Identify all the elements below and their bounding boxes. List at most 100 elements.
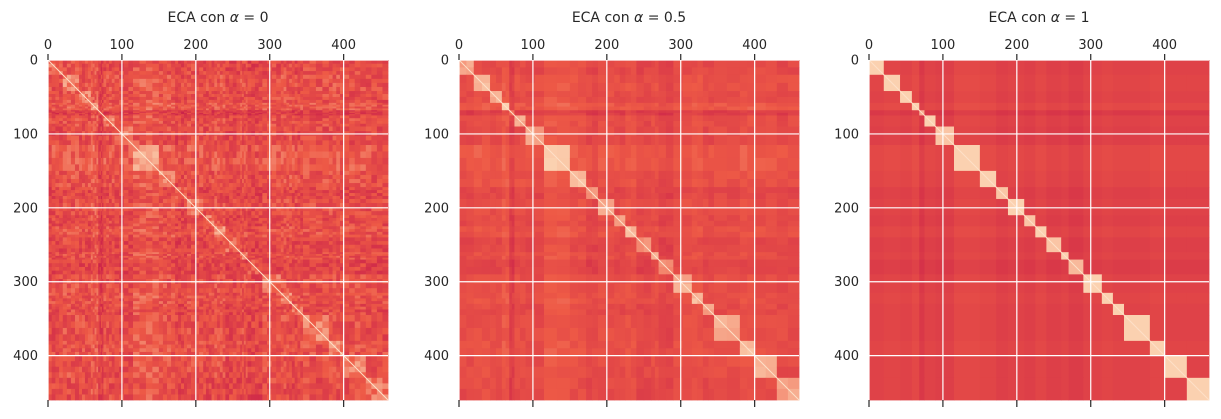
heatmap-cell [354, 86, 361, 92]
heatmap-cell [111, 115, 115, 119]
heatmap-cell [123, 196, 129, 200]
heatmap-cell [114, 145, 120, 152]
heatmap-cell [309, 145, 317, 152]
heatmap-cell [294, 145, 298, 152]
heatmap-cell [214, 115, 218, 119]
heatmap-cell [339, 220, 345, 224]
heatmap-cell [229, 198, 234, 204]
heatmap-cell [336, 229, 341, 233]
heatmap-cell [225, 198, 230, 204]
heatmap-cell [354, 123, 361, 127]
heatmap-cell [251, 220, 256, 224]
heatmap-cell [100, 74, 103, 80]
heatmap-cell [94, 91, 97, 95]
heatmap-cell [322, 112, 330, 115]
heatmap-cell [214, 82, 218, 88]
heatmap-cell [300, 140, 304, 146]
heatmap-cell [158, 157, 164, 165]
heatmap-cell [70, 145, 76, 152]
heatmap-cell [214, 91, 218, 95]
heatmap-cell [199, 145, 204, 152]
heatmap-cell [328, 102, 333, 106]
heatmap-cell [186, 187, 192, 191]
heatmap-cell [98, 114, 100, 116]
heatmap-cell [128, 244, 134, 249]
heatmap-cell [286, 112, 290, 115]
heatmap-cell [145, 234, 153, 238]
heatmap-cell [62, 193, 68, 197]
heatmap-cell [96, 187, 99, 191]
heatmap-cell [322, 234, 330, 238]
heatmap-cell [309, 231, 317, 236]
heatmap-cell [98, 203, 100, 208]
heatmap-cell [158, 229, 164, 233]
heatmap-cell [133, 67, 140, 72]
heatmap-cell [171, 99, 176, 104]
heatmap-cell [92, 229, 95, 233]
heatmap-cell [303, 151, 310, 159]
heatmap-cell [245, 104, 248, 107]
heatmap-cell [300, 164, 304, 172]
heatmap-cell [276, 110, 282, 112]
heatmap-cell [219, 112, 224, 115]
heatmap-cell [133, 190, 140, 194]
heatmap-cell [309, 164, 317, 172]
heatmap-cell [184, 203, 188, 208]
heatmap-cell [254, 82, 260, 88]
heatmap-cell [100, 157, 103, 165]
heatmap-cell [87, 237, 92, 242]
heatmap-cell [90, 187, 94, 191]
heatmap-cell [229, 91, 234, 95]
heatmap-cell [158, 71, 164, 76]
heatmap-cell [158, 207, 164, 212]
heatmap-cell [286, 82, 290, 88]
heatmap-cell [203, 164, 207, 172]
heatmap-cell [360, 118, 367, 122]
heatmap-cell [262, 145, 268, 152]
heatmap-cell [152, 220, 160, 224]
heatmap-cell [300, 110, 304, 112]
heatmap-cell [271, 229, 277, 233]
heatmap-cell [247, 63, 252, 68]
heatmap-cell [258, 223, 263, 227]
heatmap-cell [211, 123, 215, 127]
heatmap-cell [205, 96, 210, 101]
heatmap-cell [90, 223, 94, 227]
heatmap-cell [208, 140, 212, 146]
heatmap-cell [48, 123, 53, 127]
heatmap-cell [199, 96, 204, 101]
heatmap-cell [315, 60, 323, 65]
heatmap-cell [139, 190, 147, 194]
heatmap-cell [87, 112, 92, 115]
heatmap-cell [286, 170, 290, 176]
heatmap-cell [123, 248, 129, 253]
heatmap-cell [354, 82, 361, 88]
heatmap-cell [199, 183, 204, 188]
heatmap-cell [74, 99, 80, 104]
heatmap-cell [55, 140, 60, 146]
heatmap-cell [59, 67, 64, 72]
heatmap-cell [145, 244, 153, 249]
heatmap-cell [111, 74, 115, 80]
heatmap-cell [114, 91, 120, 95]
heatmap-cell [247, 114, 252, 116]
heatmap-cell [322, 96, 330, 101]
heatmap-cell [145, 217, 153, 222]
heatmap-cell [232, 220, 237, 224]
heatmap-cell [128, 96, 134, 101]
heatmap-cell [128, 220, 134, 224]
heatmap-cell [186, 112, 192, 115]
heatmap-cell [84, 196, 89, 200]
heatmap-cell [162, 86, 168, 92]
heatmap-cell [349, 96, 356, 101]
heatmap-cell [92, 86, 95, 92]
heatmap-cell [48, 244, 53, 249]
heatmap-cell [51, 60, 56, 65]
heatmap-cell [222, 120, 226, 125]
heatmap-cell [108, 223, 113, 227]
heatmap-cell [94, 164, 97, 172]
heatmap-cell [171, 198, 176, 204]
heatmap-cell [94, 108, 97, 111]
heatmap-cell [382, 120, 389, 125]
heatmap-cell [232, 229, 237, 233]
